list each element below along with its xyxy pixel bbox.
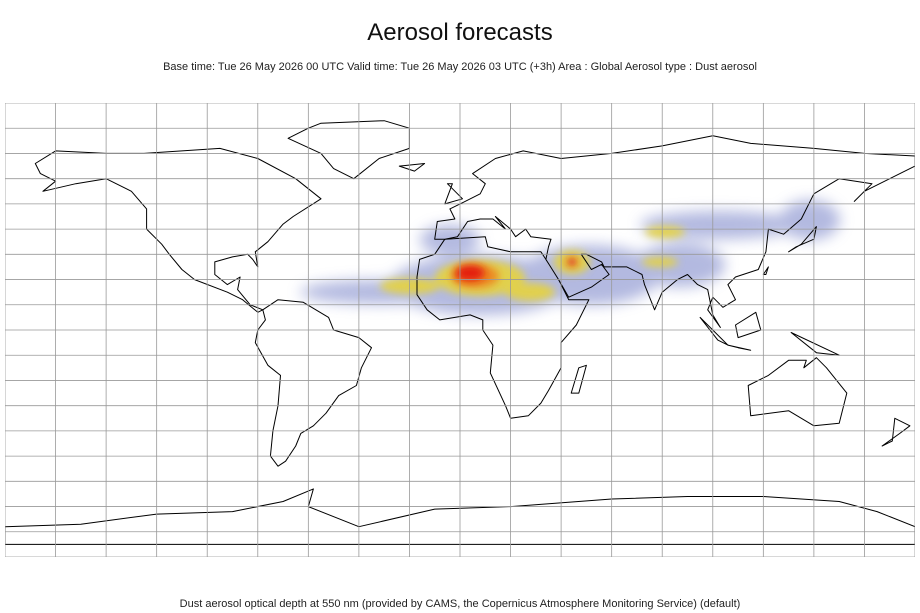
landmass — [398, 163, 426, 172]
landmass — [790, 332, 840, 356]
landmass — [747, 357, 848, 427]
landmass — [254, 299, 372, 467]
title: Aerosol forecasts — [367, 19, 552, 46]
graticule — [5, 103, 915, 557]
landmass — [727, 344, 752, 351]
landmass — [881, 417, 911, 447]
landmass — [444, 183, 463, 205]
landmass — [570, 364, 587, 394]
caption: Dust aerosol optical depth at 550 nm (pr… — [180, 598, 741, 610]
map — [5, 103, 915, 557]
landmass — [735, 311, 762, 339]
landmass — [34, 147, 322, 313]
landmass — [287, 120, 410, 180]
landmass — [699, 316, 729, 346]
subtitle: Base time: Tue 26 May 2026 00 UTC Valid … — [163, 61, 757, 73]
landmass — [762, 266, 769, 275]
